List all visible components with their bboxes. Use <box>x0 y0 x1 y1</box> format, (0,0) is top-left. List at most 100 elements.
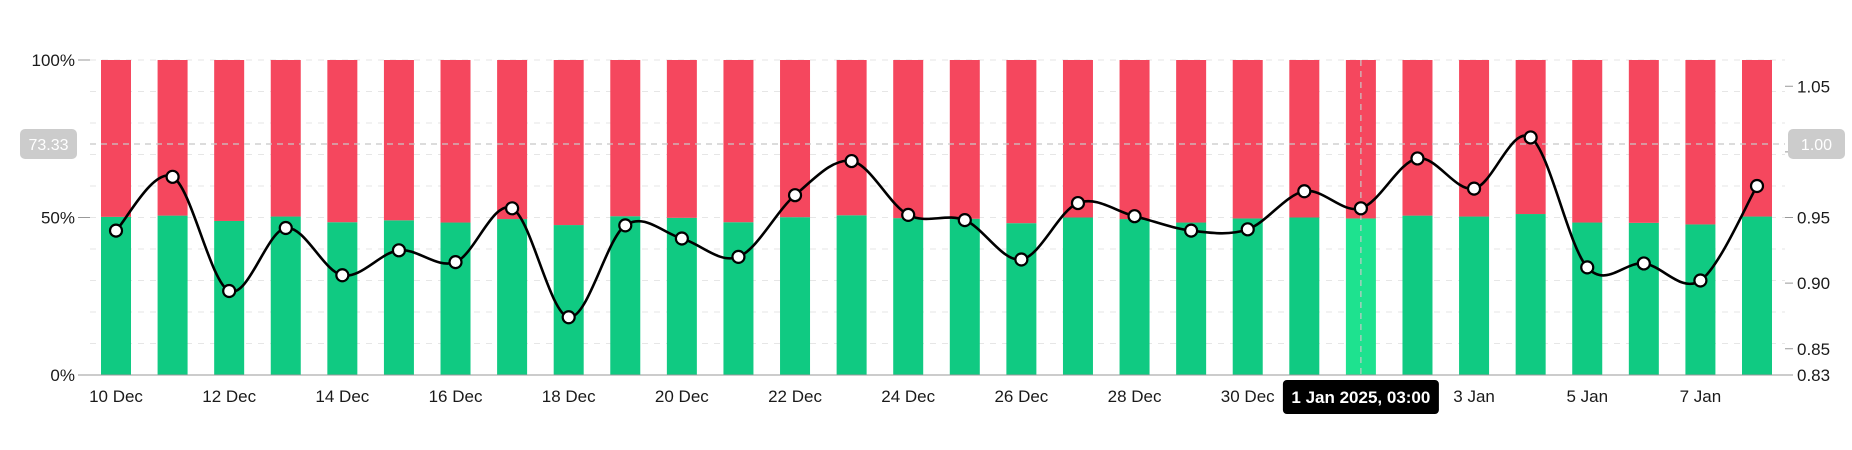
right-value-badge <box>1788 129 1845 160</box>
ratio-point <box>561 310 576 325</box>
short-bar <box>1685 60 1716 225</box>
right-y-axis: 0.83 0.85 0.90 0.95 1.00 1.05 <box>1785 77 1830 385</box>
left-y-axis: 0% 50% 100% <box>32 51 90 385</box>
right-tick-label: 0.90 <box>1797 274 1830 293</box>
ratio-point <box>1693 273 1708 288</box>
long-bar <box>1006 223 1037 375</box>
ratio-point <box>165 169 180 184</box>
short-bar <box>1628 60 1659 223</box>
long-bar <box>1459 216 1490 375</box>
left-tick-label: 0% <box>50 366 75 385</box>
ratio-point <box>1636 256 1651 271</box>
x-tick-label: 26 Dec <box>994 387 1048 406</box>
ratio-points <box>108 130 1765 325</box>
x-crosshair-badge <box>1282 380 1439 414</box>
short-bar <box>101 60 131 217</box>
long-bar <box>1119 219 1150 375</box>
long-bar <box>101 216 131 375</box>
long-bar <box>1176 222 1207 375</box>
long-bar <box>1685 224 1716 375</box>
ratio-point <box>844 153 859 169</box>
long-bar <box>1515 214 1546 375</box>
short-bar <box>1176 60 1207 223</box>
x-tick-label: 14 Dec <box>315 387 369 406</box>
ratio-point <box>787 188 803 203</box>
long-bar <box>157 215 188 375</box>
long-bar <box>610 216 641 375</box>
ratio-point <box>1410 151 1425 166</box>
short-bar <box>1119 60 1150 220</box>
ratio-point <box>391 243 407 258</box>
right-tick-label: 0.83 <box>1797 366 1830 385</box>
ratio-point <box>1014 252 1029 267</box>
short-bar <box>1232 60 1263 219</box>
long-bar <box>723 222 754 375</box>
ratio-point <box>1466 181 1482 196</box>
x-tick-label: 5 Jan <box>1566 387 1608 406</box>
short-bar <box>1062 60 1093 218</box>
long-bar <box>327 222 358 375</box>
long-bar <box>893 218 924 375</box>
x-tick-label: 12 Dec <box>202 387 256 406</box>
x-tick-label: 16 Dec <box>429 387 483 406</box>
left-tick-label: 100% <box>32 51 75 70</box>
right-tick-label: 0.85 <box>1797 340 1830 359</box>
short-bar <box>1402 60 1433 216</box>
short-bar <box>723 60 754 223</box>
long-bar <box>497 219 528 375</box>
ratio-point <box>505 201 520 216</box>
ratio-point <box>278 220 293 236</box>
ratio-point <box>448 255 463 270</box>
left-value-badge-label: 73.33 <box>28 137 68 154</box>
long-bar <box>553 225 584 375</box>
crosshair-badges: 73.33 1.00 1 Jan 2025, 03:00 <box>20 129 1845 414</box>
ratio-point <box>957 213 972 228</box>
long-bar <box>1062 217 1093 375</box>
long-bar <box>1742 216 1772 375</box>
short-bar <box>497 60 528 220</box>
ratio-point <box>1127 209 1142 224</box>
x-tick-label: 7 Jan <box>1680 387 1722 406</box>
x-tick-label: 28 Dec <box>1108 387 1162 406</box>
ratio-point <box>618 218 633 233</box>
ratio-point <box>335 268 350 283</box>
short-bar <box>610 60 641 217</box>
short-bar <box>383 60 414 221</box>
long-bar <box>270 216 301 375</box>
crosshair <box>90 60 1785 375</box>
short-bar <box>949 60 980 219</box>
x-tick-label: 3 Jan <box>1453 387 1495 406</box>
ratio-point <box>222 283 237 299</box>
ratio-point <box>1353 201 1368 216</box>
ratio-point <box>108 223 124 238</box>
x-axis: 10 Dec 12 Dec 14 Dec 16 Dec 18 Dec 20 Dec 22 D… <box>89 374 1785 406</box>
x-crosshair-badge-label: 1 Jan 2025, 03:00 <box>1291 388 1430 407</box>
right-tick-label: 1.05 <box>1797 77 1830 96</box>
long-bar <box>1289 217 1320 375</box>
ratio-point <box>731 249 746 264</box>
short-bar <box>327 60 358 223</box>
x-tick-label: 10 Dec <box>89 387 143 406</box>
short-bar <box>440 60 471 223</box>
long-bar <box>440 222 471 375</box>
long-bar <box>1572 222 1603 375</box>
ratio-point <box>674 231 689 246</box>
long-bar <box>949 218 980 375</box>
ratio-point <box>1523 130 1538 145</box>
left-value-badge <box>20 129 77 160</box>
short-bar <box>666 60 697 218</box>
long-bar <box>836 215 867 375</box>
bar-series <box>101 60 1772 375</box>
ratio-point <box>901 207 916 222</box>
short-bar <box>270 60 301 217</box>
long-bar <box>1628 222 1659 375</box>
short-bar <box>1572 60 1603 223</box>
left-tick-label: 50% <box>41 209 75 228</box>
short-bar <box>553 60 584 226</box>
ratio-point <box>1184 223 1199 238</box>
short-bar <box>836 60 867 216</box>
x-tick-label: 24 Dec <box>881 387 935 406</box>
long-bar <box>1232 218 1263 375</box>
short-bar <box>214 60 245 221</box>
